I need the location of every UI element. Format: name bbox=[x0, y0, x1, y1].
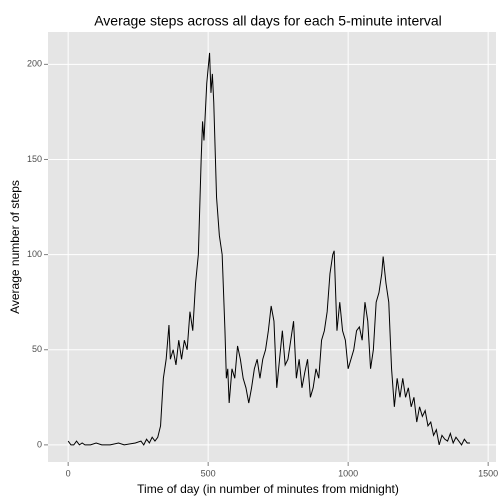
x-axis-title: Time of day (in number of minutes from m… bbox=[137, 482, 399, 496]
line bbox=[67, 52, 470, 446]
x-tick-label: 1000 bbox=[338, 468, 358, 478]
y-axis-title: Average number of steps bbox=[8, 180, 22, 314]
y-tick-label: 200 bbox=[27, 59, 42, 69]
chart-title: Average steps across all days for each 5… bbox=[94, 13, 442, 29]
panel bbox=[48, 32, 496, 462]
y-tick-label: 0 bbox=[37, 439, 42, 449]
y-tick-label: 150 bbox=[27, 154, 42, 164]
y-tick-label: 100 bbox=[27, 249, 42, 259]
y-tick-label: 50 bbox=[32, 344, 42, 354]
x-tick-label: 500 bbox=[201, 468, 216, 478]
x-tick-label: 1500 bbox=[478, 468, 498, 478]
x-tick-label: 0 bbox=[66, 468, 71, 478]
